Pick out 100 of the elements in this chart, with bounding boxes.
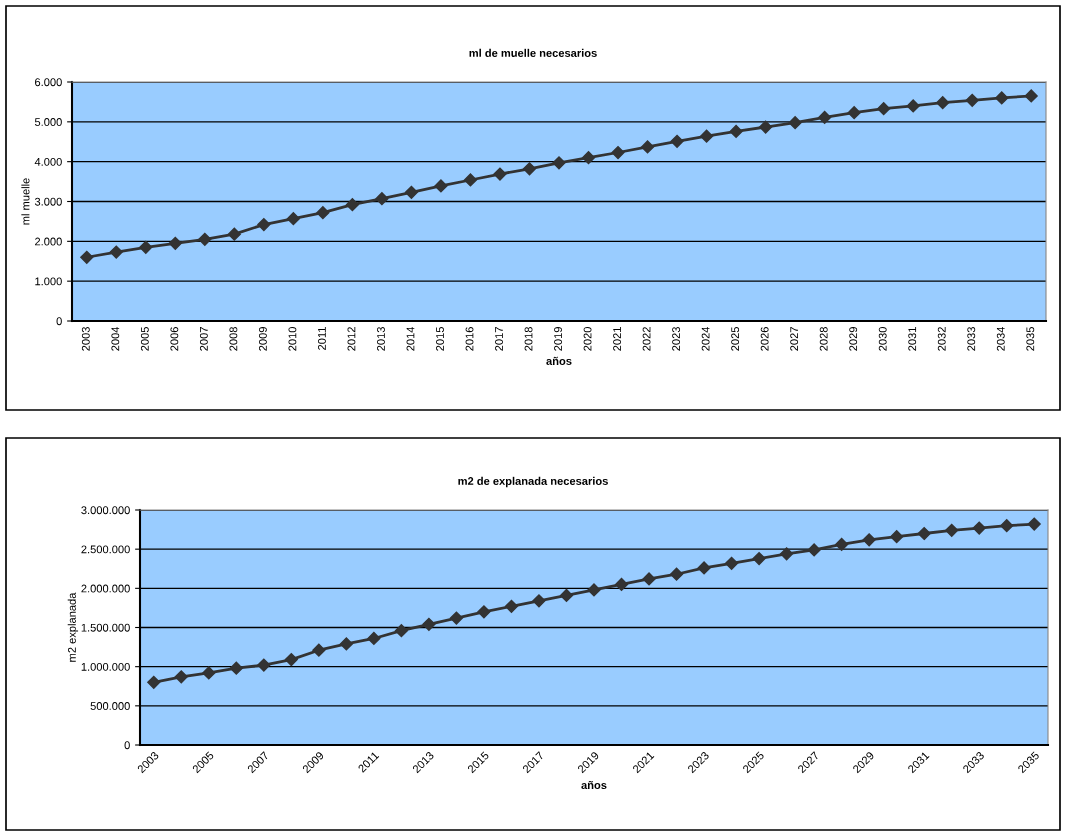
x-tick-label: 2026 <box>760 327 769 351</box>
point <box>434 179 448 193</box>
x-tick-label: 2007 <box>199 327 208 351</box>
y-tick-label: 1.500.000 <box>81 623 130 632</box>
point <box>174 670 188 684</box>
point <box>788 116 802 130</box>
chart-title: ml de muelle necesarios <box>469 48 597 57</box>
x-tick-label: 2012 <box>347 327 356 351</box>
point <box>227 227 241 241</box>
point <box>699 129 714 143</box>
y-tick-label: 2.500.000 <box>81 545 130 554</box>
point <box>818 110 832 125</box>
point <box>284 653 298 667</box>
point <box>316 206 330 220</box>
y-tick-label: 1.000 <box>35 277 62 286</box>
x-tick-label: 2014 <box>406 326 415 351</box>
x-tick-label: 2003 <box>81 327 90 351</box>
point <box>917 526 931 541</box>
point <box>581 151 596 165</box>
x-tick-label: 2031 <box>908 327 917 351</box>
x-axis-title: años <box>546 356 572 365</box>
point <box>1024 89 1038 103</box>
point <box>945 523 959 537</box>
point <box>697 561 711 575</box>
point <box>835 537 849 552</box>
point <box>759 120 773 134</box>
chart-title: m2 de explanada necesarios <box>458 476 608 488</box>
x-tick-label: 2020 <box>583 326 592 351</box>
point <box>477 605 491 619</box>
point <box>906 99 920 113</box>
x-tick-label: 2029 <box>849 327 858 351</box>
x-tick-label: 2022 <box>642 327 651 351</box>
x-tick-label: 2025 <box>731 327 740 351</box>
x-tick-label: 2009 <box>258 327 267 351</box>
y-tick-label: 4.000 <box>34 157 62 166</box>
y-axis-title: ml muelle <box>21 178 30 225</box>
x-tick-label: 2032 <box>937 327 946 351</box>
x-tick-label: 2011 <box>317 327 326 350</box>
x-tick-label: 2013 <box>377 327 385 351</box>
x-tick-label: 2019 <box>554 327 562 351</box>
point <box>422 617 436 631</box>
x-tick-label: 2028 <box>819 327 828 351</box>
y-tick-label: 0 <box>124 741 130 750</box>
point <box>532 594 546 608</box>
point <box>587 583 601 597</box>
point <box>202 666 216 680</box>
point <box>965 93 979 107</box>
point <box>780 547 794 561</box>
point <box>642 572 656 586</box>
point <box>109 245 123 259</box>
x-tick-label: 2021 <box>613 327 622 351</box>
y-tick-label: 3.000.000 <box>81 506 130 515</box>
point <box>339 637 353 651</box>
x-tick-label: 2033 <box>967 327 976 351</box>
x-tick-label: 2024 <box>701 326 710 351</box>
point <box>862 533 876 547</box>
x-tick-label: 2035 <box>1026 327 1035 351</box>
x-tick-label: 2023 <box>672 327 681 351</box>
x-tick-label: 2017 <box>495 327 503 351</box>
point <box>936 96 950 110</box>
y-tick-label: 5.000 <box>34 118 62 126</box>
x-tick-label: 2004 <box>111 326 120 351</box>
y-tick-label: 6.000 <box>35 78 62 87</box>
point <box>807 543 821 557</box>
x-tick-label: 2010 <box>288 326 297 351</box>
point <box>198 232 212 246</box>
y-tick-label: 0 <box>56 317 62 326</box>
point <box>168 236 182 250</box>
x-tick-label: 2006 <box>170 327 179 351</box>
point <box>670 134 684 148</box>
point <box>552 156 566 170</box>
point <box>139 240 153 254</box>
point <box>847 106 861 120</box>
point <box>877 102 891 116</box>
point <box>463 173 478 187</box>
point <box>80 250 94 264</box>
x-axis-title: años <box>581 780 607 790</box>
point <box>611 145 625 160</box>
point <box>640 140 655 154</box>
point <box>449 611 464 625</box>
point <box>614 577 629 592</box>
point <box>257 658 271 672</box>
point <box>286 212 300 226</box>
point <box>724 556 739 570</box>
point <box>367 631 381 646</box>
point <box>972 521 986 535</box>
x-tick-label: 2018 <box>524 327 533 351</box>
point <box>995 91 1009 105</box>
point <box>1027 517 1041 531</box>
point <box>522 162 537 176</box>
x-tick-label: 2008 <box>229 327 238 351</box>
point <box>729 124 743 138</box>
y-tick-label: 2.000 <box>35 237 62 246</box>
y-tick-label: 3.000 <box>34 197 62 206</box>
point <box>890 530 904 544</box>
point <box>1000 519 1014 533</box>
x-tick-label: 2005 <box>140 327 149 351</box>
point <box>752 551 766 566</box>
y-axis-title: m2 explanada <box>67 592 79 662</box>
x-tick-label: 2027 <box>790 327 799 351</box>
